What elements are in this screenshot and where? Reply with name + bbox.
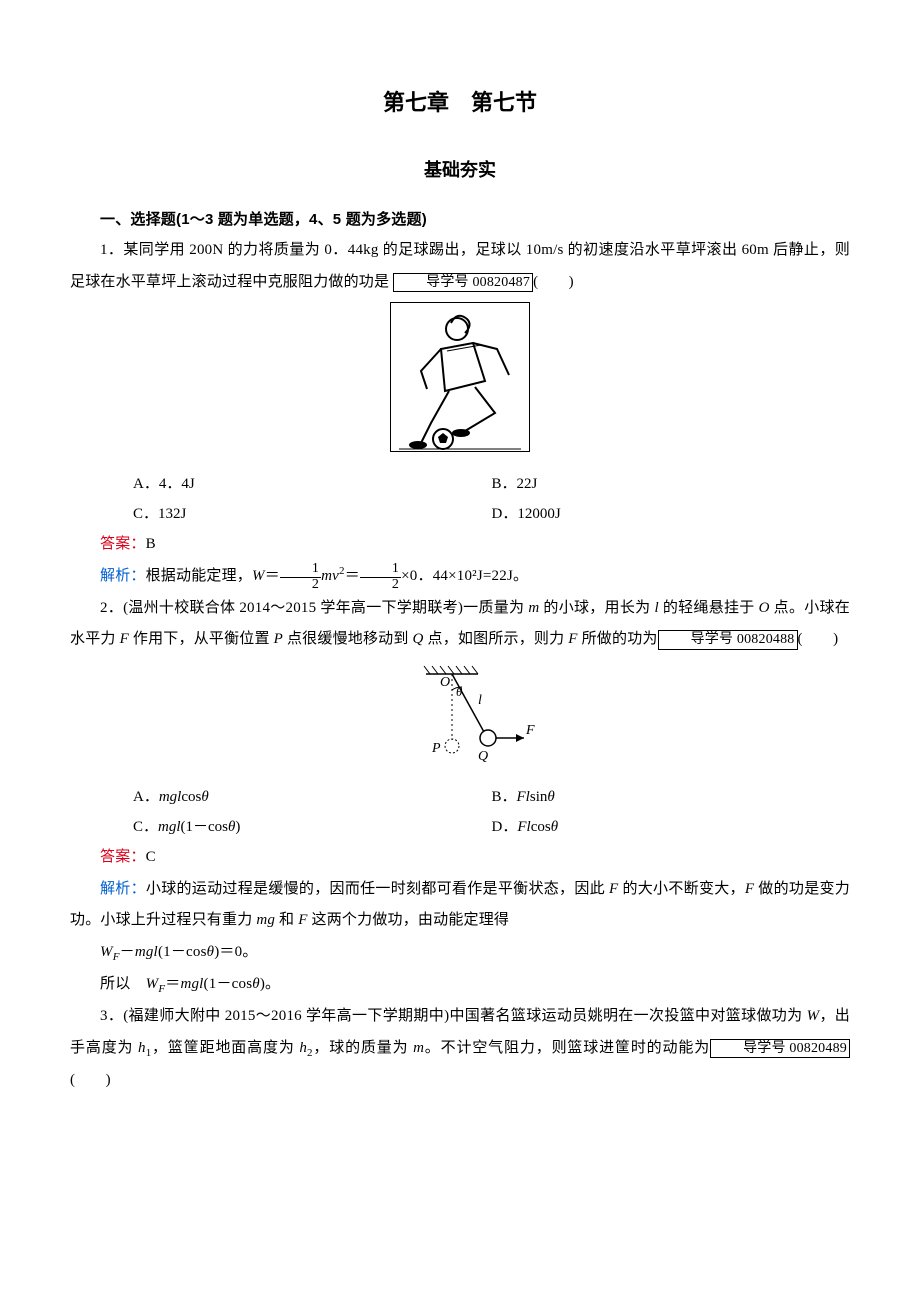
q2-eq2: 所以 WF＝mgl(1－cosθ)。: [70, 969, 850, 1001]
q2-s-a: 2．(温州十校联合体 2014～2015 学年高一下学期联考)一质量为: [100, 600, 528, 616]
q1-choice-b: B．22J: [492, 469, 851, 499]
fig-label-l: l: [478, 693, 482, 708]
q2-choices: A．mglcosθ C．mgl(1－cosθ) B．Flsinθ D．Flcos…: [133, 782, 850, 842]
q1-choices: A．4．4J C．132J B．22J D．12000J: [133, 469, 850, 529]
var-W: W: [252, 568, 265, 584]
q2-var-P: P: [274, 631, 283, 647]
q2-var-Q: Q: [413, 631, 424, 647]
q1-answer: 答案：B: [70, 529, 850, 561]
frac-half-1: 12: [280, 562, 321, 592]
q1-choice-c: C．132J: [133, 499, 492, 529]
q2-exp-F3: F: [298, 912, 307, 928]
q1-explain-pre: 根据动能定理，: [146, 568, 252, 584]
q3-sc: ，篮筐距地面高度为: [151, 1040, 299, 1056]
fig-label-Q: Q: [478, 749, 488, 764]
explain-label: 解析：: [100, 881, 146, 897]
q2-answer-value: C: [146, 849, 156, 865]
section-subtitle: 基础夯实: [70, 152, 850, 190]
q1-answer-value: B: [146, 536, 156, 552]
q2-exp-F1: F: [609, 881, 618, 897]
q2-exp-mg: mg: [256, 912, 275, 928]
fig-label-O: O: [440, 675, 450, 690]
fig-label-theta: θ: [456, 684, 463, 699]
q3-se: 。不计空气阻力，则篮球进筐时的动能为: [424, 1040, 710, 1056]
q2-exp1a: 小球的运动过程是缓慢的，因而任一时刻都可看作是平衡状态，因此: [146, 881, 609, 897]
q3-m: m: [413, 1040, 424, 1056]
q2-var-m: m: [528, 600, 539, 616]
q2-var-O: O: [759, 600, 770, 616]
q2-s-c: 的轻绳悬挂于: [659, 600, 759, 616]
q2-exp-F2: F: [745, 881, 754, 897]
q2-choice-c: C．mgl(1－cosθ): [133, 812, 492, 842]
q2-s-b: 的小球，用长为: [539, 600, 654, 616]
q2-s-e: 作用下，从平衡位置: [129, 631, 274, 647]
q2-explain-1: 解析：小球的运动过程是缓慢的，因而任一时刻都可看作是平衡状态，因此 F 的大小不…: [70, 874, 850, 937]
explain-label: 解析：: [100, 568, 146, 584]
q1-figure-wrap: [70, 302, 850, 465]
q3-sd: ，球的质量为: [313, 1040, 413, 1056]
answer-label: 答案：: [100, 536, 146, 552]
q3-blank: ( ): [70, 1072, 111, 1088]
q1-reference-id: 导学号 00820487: [393, 273, 533, 293]
q3-stem: 3．(福建师大附中 2015～2016 学年高一下学期期中)中国著名篮球运动员姚…: [70, 1001, 850, 1096]
q2-exp1e: 这两个力做功，由动能定理得: [308, 912, 510, 928]
q3-reference-id: 导学号 00820489: [710, 1039, 850, 1059]
q1-explain-post: ．44×10²J=22J。: [418, 568, 529, 584]
answer-label: 答案：: [100, 849, 146, 865]
q3-sa: 3．(福建师大附中 2015～2016 学年高一下学期期中)中国著名篮球运动员姚…: [100, 1008, 807, 1024]
q2-exp1d: 和: [275, 912, 298, 928]
q2-s-f: 点很缓慢地移动到: [283, 631, 413, 647]
q2-var-F: F: [120, 631, 129, 647]
q2-choice-d: D．Flcosθ: [492, 812, 851, 842]
q2-figure-pendulum: O P l θ Q F: [382, 660, 538, 766]
q2-figure-wrap: O P l θ Q F: [70, 660, 850, 779]
q2-var-F2: F: [568, 631, 577, 647]
q2-choice-b: B．Flsinθ: [492, 782, 851, 812]
q2-choice-a: A．mglcosθ: [133, 782, 492, 812]
q2-s-h: 所做的功为: [578, 631, 658, 647]
q3-W: W: [807, 1008, 820, 1024]
q2-eq1: WF－mgl(1－cosθ)＝0。: [70, 937, 850, 969]
fig-label-F: F: [525, 723, 535, 738]
q1-choice-a: A．4．4J: [133, 469, 492, 499]
section-heading: 一、选择题(1～3 题为单选题，4、5 题为多选题): [70, 204, 850, 236]
frac-half-2: 12: [360, 562, 401, 592]
q1-stem: 1．某同学用 200N 的力将质量为 0．44kg 的足球踢出，足球以 10m/…: [70, 235, 850, 298]
chapter-title: 第七章 第七节: [70, 80, 850, 126]
q2-reference-id: 导学号 00820488: [658, 630, 798, 650]
q1-explain: 解析：根据动能定理，W＝12mv2＝12×0．44×10²J=22J。: [70, 560, 850, 593]
q2-answer: 答案：C: [70, 842, 850, 874]
q2-stem: 2．(温州十校联合体 2014～2015 学年高一下学期联考)一质量为 m 的小…: [70, 593, 850, 656]
q2-s-g: 点，如图所示，则力: [424, 631, 569, 647]
q1-choice-d: D．12000J: [492, 499, 851, 529]
q1-blank: ( ): [533, 274, 574, 290]
q3-h1: h: [138, 1040, 146, 1056]
fig-label-P: P: [431, 741, 441, 756]
q3-h2: h: [299, 1040, 307, 1056]
q2-exp1b: 的大小不断变大，: [618, 881, 744, 897]
q2-blank: ( ): [798, 631, 839, 647]
q1-figure-football: [390, 302, 530, 452]
